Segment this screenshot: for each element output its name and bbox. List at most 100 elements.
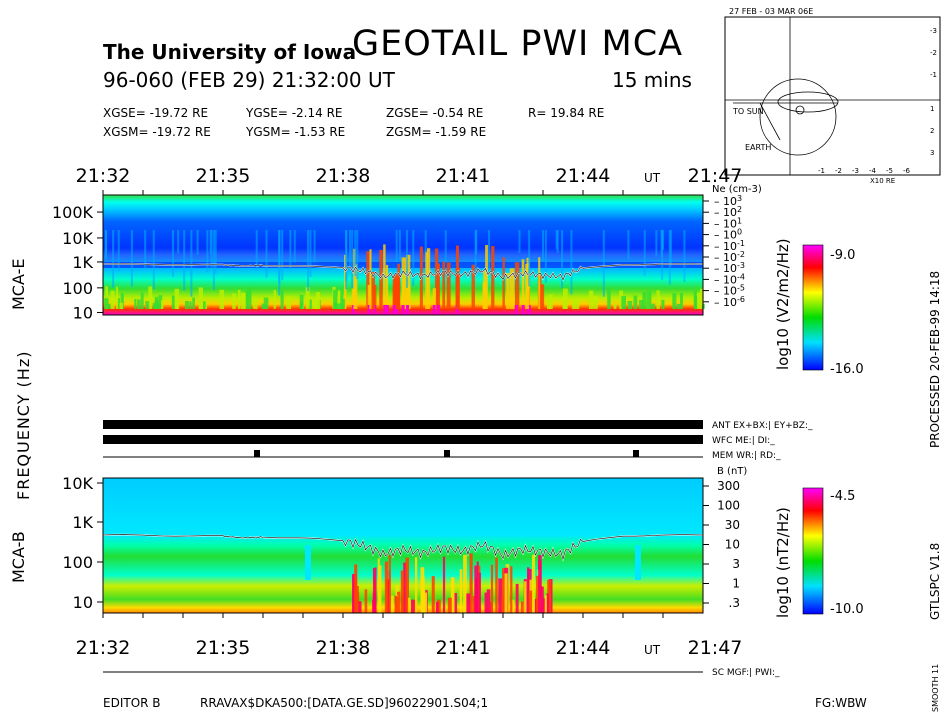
spectral-burst	[160, 300, 164, 309]
spectral-gap	[305, 545, 311, 580]
spectral-burst	[661, 299, 665, 309]
spectral-burst	[669, 230, 672, 266]
spectral-burst	[278, 230, 281, 296]
institution-title: The University of Iowa	[103, 40, 357, 64]
mca-e-ytick: 100	[62, 279, 93, 298]
orbit-xtick: -1	[818, 167, 825, 175]
spectral-burst	[395, 597, 399, 613]
spectral-burst	[436, 599, 441, 613]
spectral-burst	[432, 305, 436, 315]
spectral-burst	[561, 230, 564, 288]
spectral-burst	[520, 601, 524, 613]
spectral-burst	[348, 230, 351, 272]
spectral-burst	[189, 301, 192, 309]
ne-tick: – 10-6	[714, 295, 745, 309]
spectral-burst	[570, 230, 573, 295]
time-span-label: 15 mins	[612, 68, 692, 92]
mca-e-panel: 100K 10K 1K 100 10 – 103– 102– 101– 100 – 10-…	[52, 184, 762, 322]
time-tick-label: 21:38	[316, 165, 371, 187]
b-axis-label: B (nT)	[717, 466, 747, 477]
smooth-label: SMOOTH 11	[931, 663, 940, 712]
spectral-burst	[115, 286, 119, 309]
spectral-burst	[542, 598, 547, 613]
spectral-burst	[408, 597, 411, 613]
spectral-burst	[676, 303, 681, 309]
spectral-burst	[699, 288, 704, 309]
spectral-burst	[562, 302, 567, 309]
spectral-burst	[504, 573, 508, 613]
spectral-burst	[379, 250, 383, 309]
spectral-burst	[518, 230, 521, 253]
time-axis-bottom: 21:32 21:35 21:38 21:41 21:44 21:47 UT	[76, 613, 742, 659]
spectral-burst	[571, 299, 576, 309]
spectral-burst	[446, 262, 451, 309]
spectral-burst	[395, 305, 399, 315]
spectral-burst	[353, 248, 356, 309]
spectral-burst	[501, 568, 506, 613]
orbit-xtick: -2	[835, 167, 842, 175]
spectral-burst	[693, 290, 697, 309]
spectral-burst	[240, 292, 246, 309]
spectral-burst	[299, 294, 304, 309]
spectral-burst	[485, 245, 488, 309]
ut-label: UT	[644, 171, 661, 185]
spectral-burst	[261, 303, 266, 309]
spectral-burst	[521, 259, 525, 309]
spectral-burst	[263, 297, 269, 309]
ut-label: UT	[644, 643, 661, 657]
spectral-burst	[484, 592, 488, 613]
spectral-burst	[511, 599, 515, 613]
spectral-burst	[333, 289, 338, 309]
frequency-axis-label: FREQUENCY (Hz)	[14, 350, 33, 500]
datetime-label: 96-060 (FEB 29) 21:32:00 UT	[103, 68, 395, 92]
spectral-burst	[621, 296, 627, 309]
mem-status: MEM WR:| RD:_	[712, 451, 781, 461]
time-tick-label: 21:32	[76, 165, 131, 187]
spectral-burst	[206, 230, 209, 273]
spectral-burst	[546, 298, 551, 309]
spectral-burst	[544, 595, 547, 613]
time-tick-label: 21:44	[556, 165, 611, 187]
spectral-burst	[455, 245, 460, 309]
spectral-burst	[474, 565, 478, 613]
gse-x: XGSE= -19.72 RE	[103, 106, 209, 120]
spectral-burst	[405, 557, 409, 613]
spectral-burst	[538, 555, 542, 613]
spectral-burst	[214, 230, 217, 274]
mca-b-panel: 10K 1K 100 10 300 100 30 10 3 1 .3 B (nT)	[62, 466, 747, 614]
mca-e-colorbar	[802, 244, 824, 371]
mca-b-cbar-max: -4.5	[830, 489, 855, 504]
spectral-burst	[120, 293, 124, 309]
spectral-burst	[401, 257, 407, 309]
spectral-burst	[307, 230, 310, 292]
spectral-burst	[130, 230, 133, 287]
spectral-burst	[392, 286, 397, 309]
spectral-burst	[252, 298, 258, 309]
orbit-xtick: -5	[886, 167, 893, 175]
spectral-burst	[642, 292, 648, 309]
gse-z: ZGSE= -0.54 RE	[386, 106, 484, 120]
spectral-burst	[501, 595, 505, 613]
spectral-burst	[506, 272, 510, 309]
b-tick: 1	[732, 577, 740, 591]
mca-b-ytick: 10	[73, 593, 93, 612]
mca-e-label: MCA-E	[9, 258, 28, 310]
spectral-burst	[219, 289, 225, 309]
spectral-burst	[528, 590, 533, 613]
spectral-burst	[425, 251, 428, 309]
spectral-burst	[134, 298, 137, 309]
spectral-burst	[104, 298, 109, 309]
spectral-burst	[105, 286, 108, 309]
spectral-burst	[544, 230, 547, 283]
ne-axis-label: Ne (cm-3)	[712, 184, 762, 195]
time-tick-label: 21:35	[196, 165, 251, 187]
mca-b-ytick: 100	[62, 553, 93, 572]
spectral-gap	[635, 545, 641, 580]
spectral-burst	[395, 230, 398, 262]
mca-b-cbar-min: -10.0	[830, 602, 864, 617]
spectral-burst	[521, 305, 525, 315]
spectral-burst	[420, 567, 425, 613]
orbit-ytick: 3	[930, 149, 934, 157]
spectral-burst	[526, 305, 530, 315]
spectral-burst	[374, 567, 377, 613]
